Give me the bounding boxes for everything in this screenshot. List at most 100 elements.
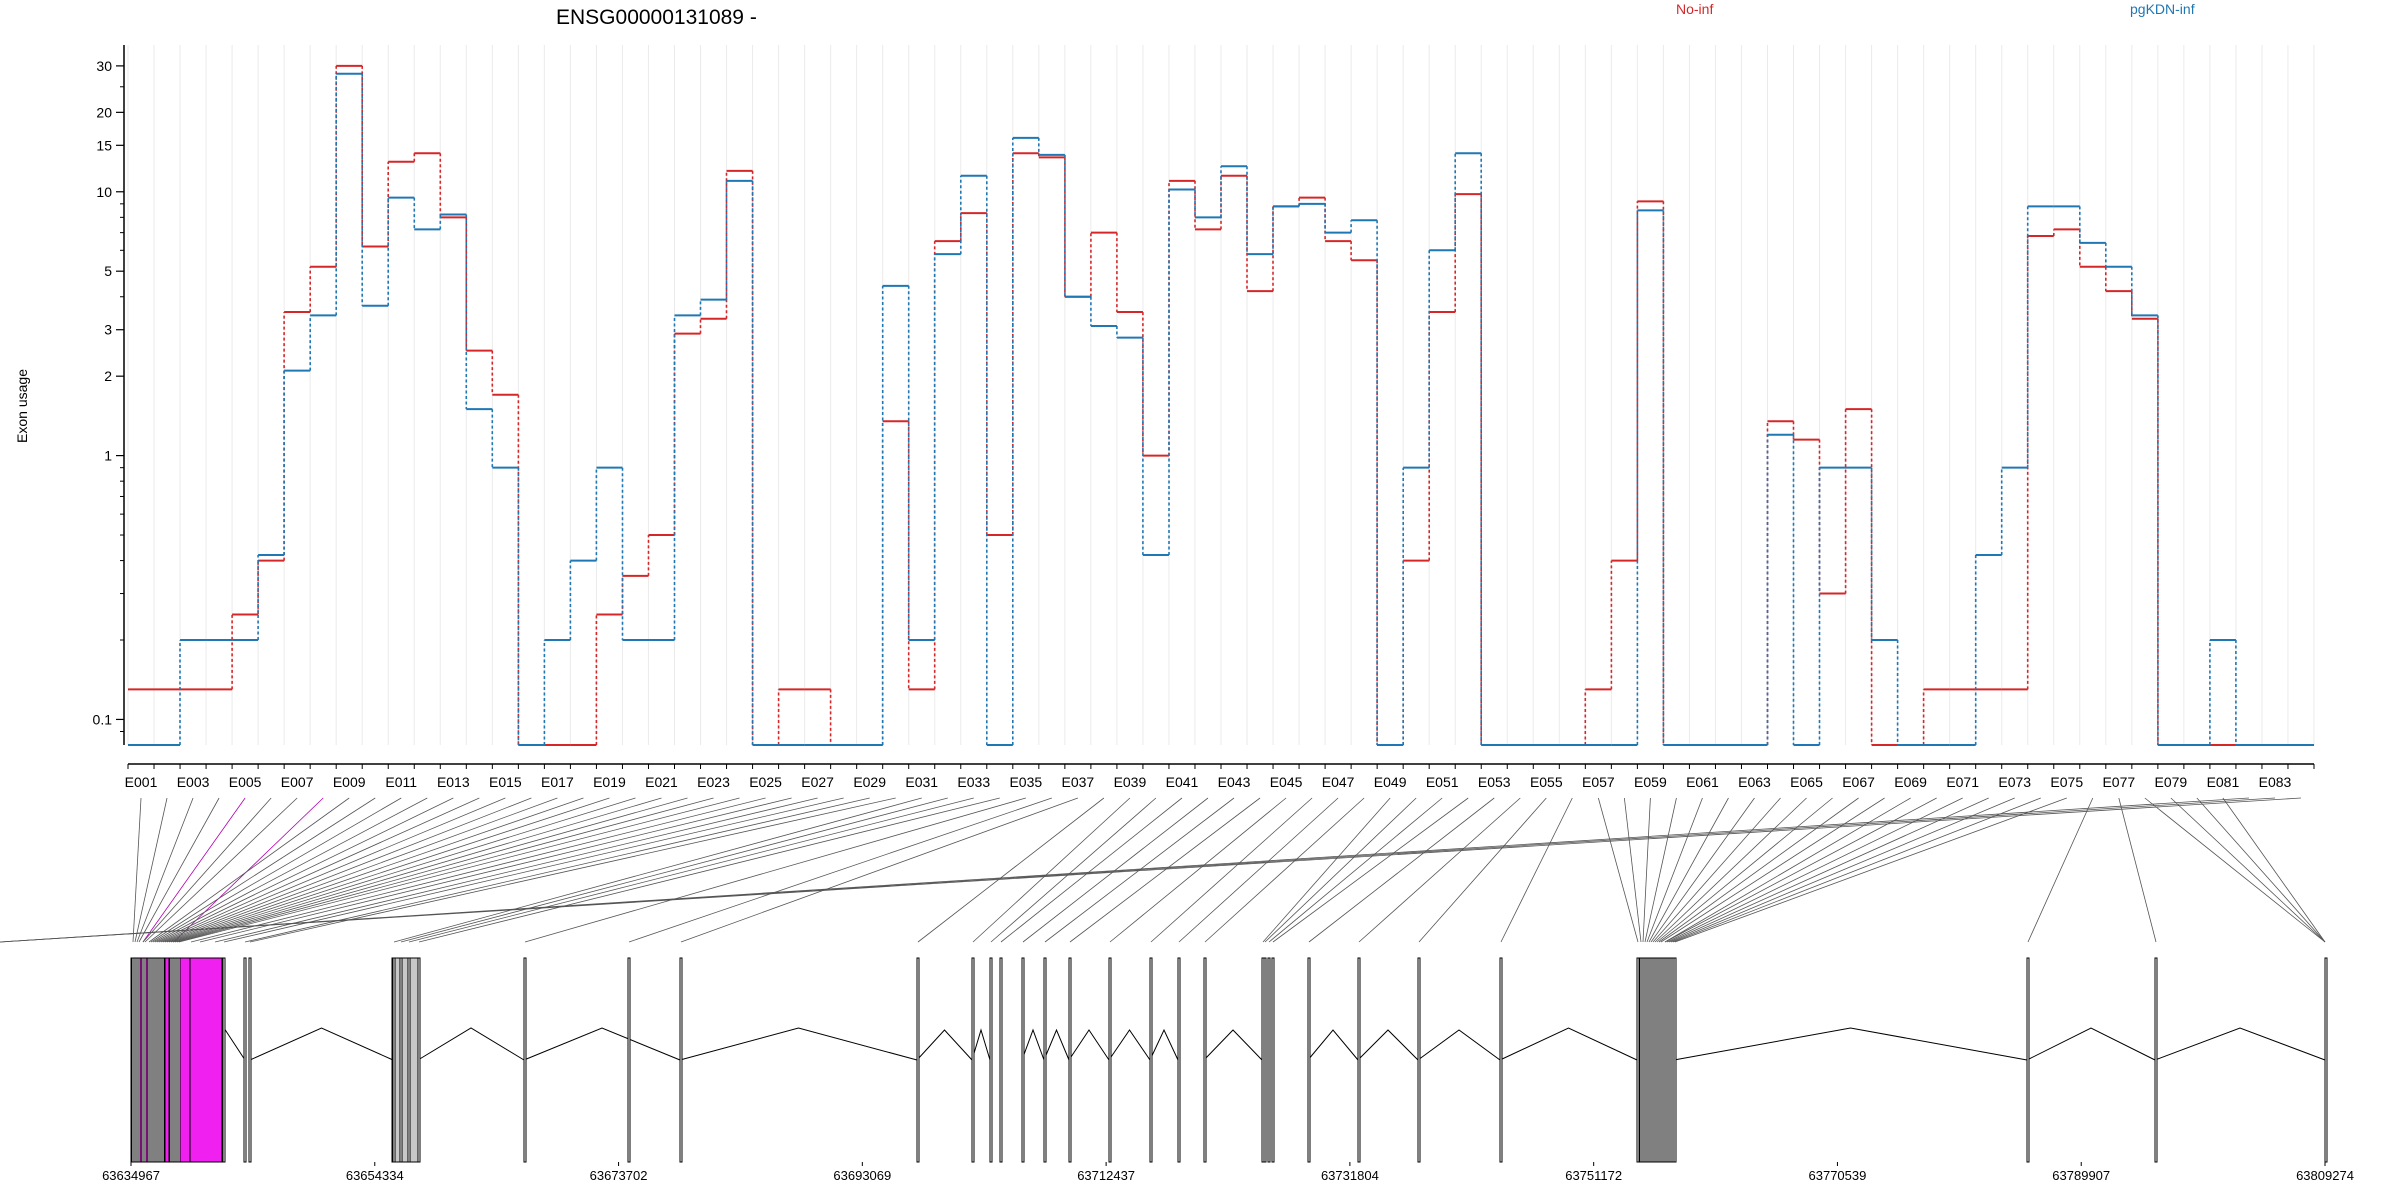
exon-connector bbox=[1000, 797, 1183, 943]
exon-connector bbox=[2027, 797, 2094, 943]
x-tick-label: E011 bbox=[385, 774, 417, 790]
exon-box bbox=[1499, 957, 1503, 1163]
x-tick-label: E041 bbox=[1166, 774, 1199, 790]
exon-connector bbox=[170, 797, 636, 943]
intron bbox=[1417, 1029, 1501, 1061]
exon-connector bbox=[168, 797, 610, 943]
x-tick-label: E075 bbox=[2050, 774, 2083, 790]
exon-connector bbox=[1674, 797, 2067, 943]
exon-connector bbox=[2222, 797, 2326, 943]
x-tick-label: E067 bbox=[1842, 774, 1875, 790]
exon-connector bbox=[1654, 797, 1807, 943]
exon-box bbox=[999, 957, 1003, 1163]
exon-box bbox=[1149, 957, 1153, 1163]
exon-connector bbox=[190, 797, 766, 943]
exon-box bbox=[407, 957, 411, 1163]
intron bbox=[249, 1027, 394, 1061]
x-tick-label: E061 bbox=[1686, 774, 1719, 790]
chart-title: ENSG00000131089 - bbox=[556, 6, 757, 29]
x-tick-label: E051 bbox=[1426, 774, 1459, 790]
intron bbox=[1499, 1027, 1638, 1061]
exon-connector bbox=[156, 797, 454, 943]
y-axis: 0.1 1 2 3 5 10 15 20 30 bbox=[93, 45, 125, 745]
y-tick-label: 1 bbox=[104, 448, 112, 464]
x-tick-label: E063 bbox=[1738, 774, 1771, 790]
genome-tick-label: 63673702 bbox=[590, 1168, 648, 1183]
exon-box bbox=[1177, 957, 1181, 1163]
exon-box bbox=[1267, 957, 1271, 1163]
intron bbox=[1357, 1029, 1419, 1061]
y-tick-label: 10 bbox=[96, 184, 112, 200]
x-tick-label: E029 bbox=[853, 774, 886, 790]
x-tick-label: E015 bbox=[489, 774, 522, 790]
x-tick-label: E045 bbox=[1270, 774, 1303, 790]
exon-box bbox=[1108, 957, 1112, 1163]
x-tick-label: E005 bbox=[229, 774, 262, 790]
exon-connector bbox=[244, 797, 870, 943]
exon-connector bbox=[1069, 797, 1261, 943]
exon-connector bbox=[199, 797, 792, 943]
intron bbox=[417, 1027, 525, 1061]
exon-connector bbox=[680, 797, 1079, 943]
x-tick-label: E031 bbox=[905, 774, 938, 790]
intron bbox=[916, 1029, 973, 1061]
exon-connector bbox=[400, 797, 948, 943]
exon-box bbox=[1357, 957, 1361, 1163]
exon-connector-lines bbox=[0, 797, 2326, 943]
exon-box bbox=[1417, 957, 1421, 1163]
genome-tick-label: 63789907 bbox=[2052, 1168, 2110, 1183]
exon-connector bbox=[134, 797, 168, 943]
exon-box bbox=[1263, 957, 1267, 1163]
exon-connector bbox=[0, 797, 2302, 943]
exon-connector bbox=[148, 797, 350, 943]
x-tick-label: E025 bbox=[749, 774, 782, 790]
exon-connector bbox=[152, 797, 402, 943]
exon-connector bbox=[1642, 797, 1651, 943]
x-tick-label: E033 bbox=[957, 774, 990, 790]
y-tick-label: 5 bbox=[104, 263, 112, 279]
exon-connector bbox=[142, 797, 272, 943]
exon-connector bbox=[1644, 797, 1677, 943]
x-tick-label: E007 bbox=[281, 774, 314, 790]
x-tick-label: E019 bbox=[593, 774, 626, 790]
x-tick-label: E047 bbox=[1322, 774, 1355, 790]
genome-tick-label: 63809274 bbox=[2296, 1168, 2354, 1183]
x-tick-label: E001 bbox=[125, 774, 158, 790]
x-tick-label: E059 bbox=[1634, 774, 1667, 790]
exon-connector bbox=[223, 797, 844, 943]
genome-tick-label: 63693069 bbox=[833, 1168, 891, 1183]
exon-connector bbox=[2144, 797, 2326, 943]
exon-box bbox=[2154, 957, 2158, 1163]
exon-connector bbox=[2170, 797, 2326, 943]
exon-box bbox=[627, 957, 631, 1163]
x-tick-label: E055 bbox=[1530, 774, 1563, 790]
exon-connector bbox=[158, 797, 480, 943]
exon-connector bbox=[524, 797, 1026, 943]
x-tick-label: E071 bbox=[1946, 774, 1979, 790]
exon-box bbox=[523, 957, 527, 1163]
x-tick-label: E073 bbox=[1998, 774, 2031, 790]
exon-connector bbox=[1623, 797, 1642, 943]
exon-cluster bbox=[391, 957, 421, 1163]
exon-connector bbox=[1650, 797, 1755, 943]
exon-connector bbox=[176, 797, 714, 943]
exon-connector bbox=[1597, 797, 1639, 943]
genome-tick-label: 63654334 bbox=[346, 1168, 404, 1183]
exon-box-highlighted bbox=[189, 957, 223, 1163]
intron bbox=[1068, 1029, 1110, 1061]
exon-connector bbox=[1262, 797, 1391, 943]
exon-box bbox=[392, 957, 396, 1163]
x-tick-label: E039 bbox=[1114, 774, 1147, 790]
exon-connector bbox=[917, 797, 1105, 943]
y-tick-label: 15 bbox=[96, 137, 112, 153]
exon-connector bbox=[1652, 797, 1781, 943]
exon-connector bbox=[1150, 797, 1313, 943]
vertical-grid bbox=[127, 45, 2315, 745]
exon-connector bbox=[173, 797, 324, 943]
x-tick-label: E021 bbox=[645, 774, 678, 790]
exon-connector bbox=[1668, 797, 1989, 943]
genome-tick-label: 63770539 bbox=[1809, 1168, 1867, 1183]
exon-box bbox=[1068, 957, 1072, 1163]
exon-connector bbox=[164, 797, 558, 943]
y-tick-label: 0.1 bbox=[93, 711, 113, 727]
